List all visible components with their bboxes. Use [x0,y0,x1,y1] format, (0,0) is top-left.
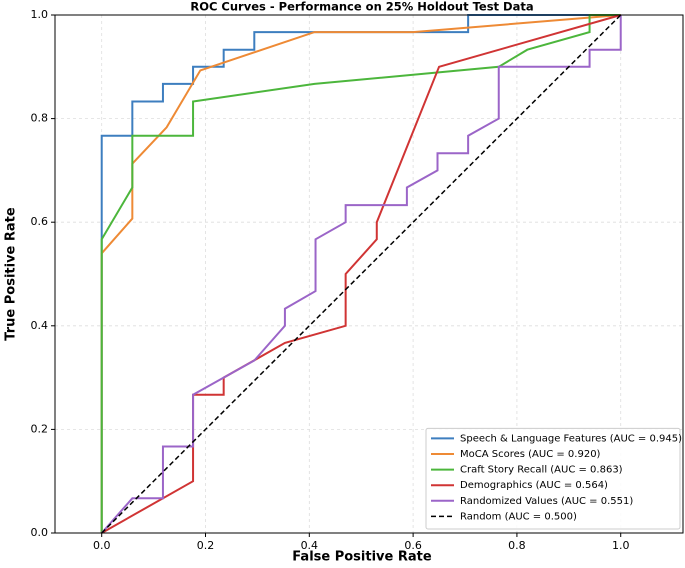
y-tick-label: 0.4 [31,319,49,332]
x-tick-label: 0.8 [508,539,526,552]
legend-box [425,427,681,530]
plot-frame [54,14,684,534]
x-tick-label: 0.6 [404,539,422,552]
y-tick-label: 0.2 [31,422,49,435]
roc-line [101,14,622,534]
legend-label: MoCA Scores (AUC = 0.920) [460,449,601,460]
legend-label: Randomized Values (AUC = 0.551) [460,496,633,507]
legend-label: Craft Story Recall (AUC = 0.863) [460,465,623,476]
x-tick-label: 0.2 [197,539,215,552]
y-tick-label: 1.0 [31,8,49,21]
chart-title: ROC Curves - Performance on 25% Holdout … [190,0,533,14]
roc-line [100,14,621,533]
legend-label: Random (AUC = 0.500) [460,511,577,522]
y-tick-label: 0.8 [31,112,49,125]
y-tick-label: 0.0 [31,526,49,539]
roc-line [100,14,621,533]
x-tick-label: 0.0 [93,539,111,552]
x-tick-label: 1.0 [612,539,630,552]
legend-label: Demographics (AUC = 0.564) [460,480,608,491]
y-tick-label: 0.6 [31,215,49,228]
x-tick-label: 0.4 [301,539,319,552]
x-axis-label: False Positive Rate [292,550,432,565]
legend-label: Speech & Language Features (AUC = 0.945) [460,433,682,444]
roc-line [100,15,622,534]
legend: Speech & Language Features (AUC = 0.945)… [425,427,682,530]
y-axis-label: True Positive Rate [4,207,19,341]
